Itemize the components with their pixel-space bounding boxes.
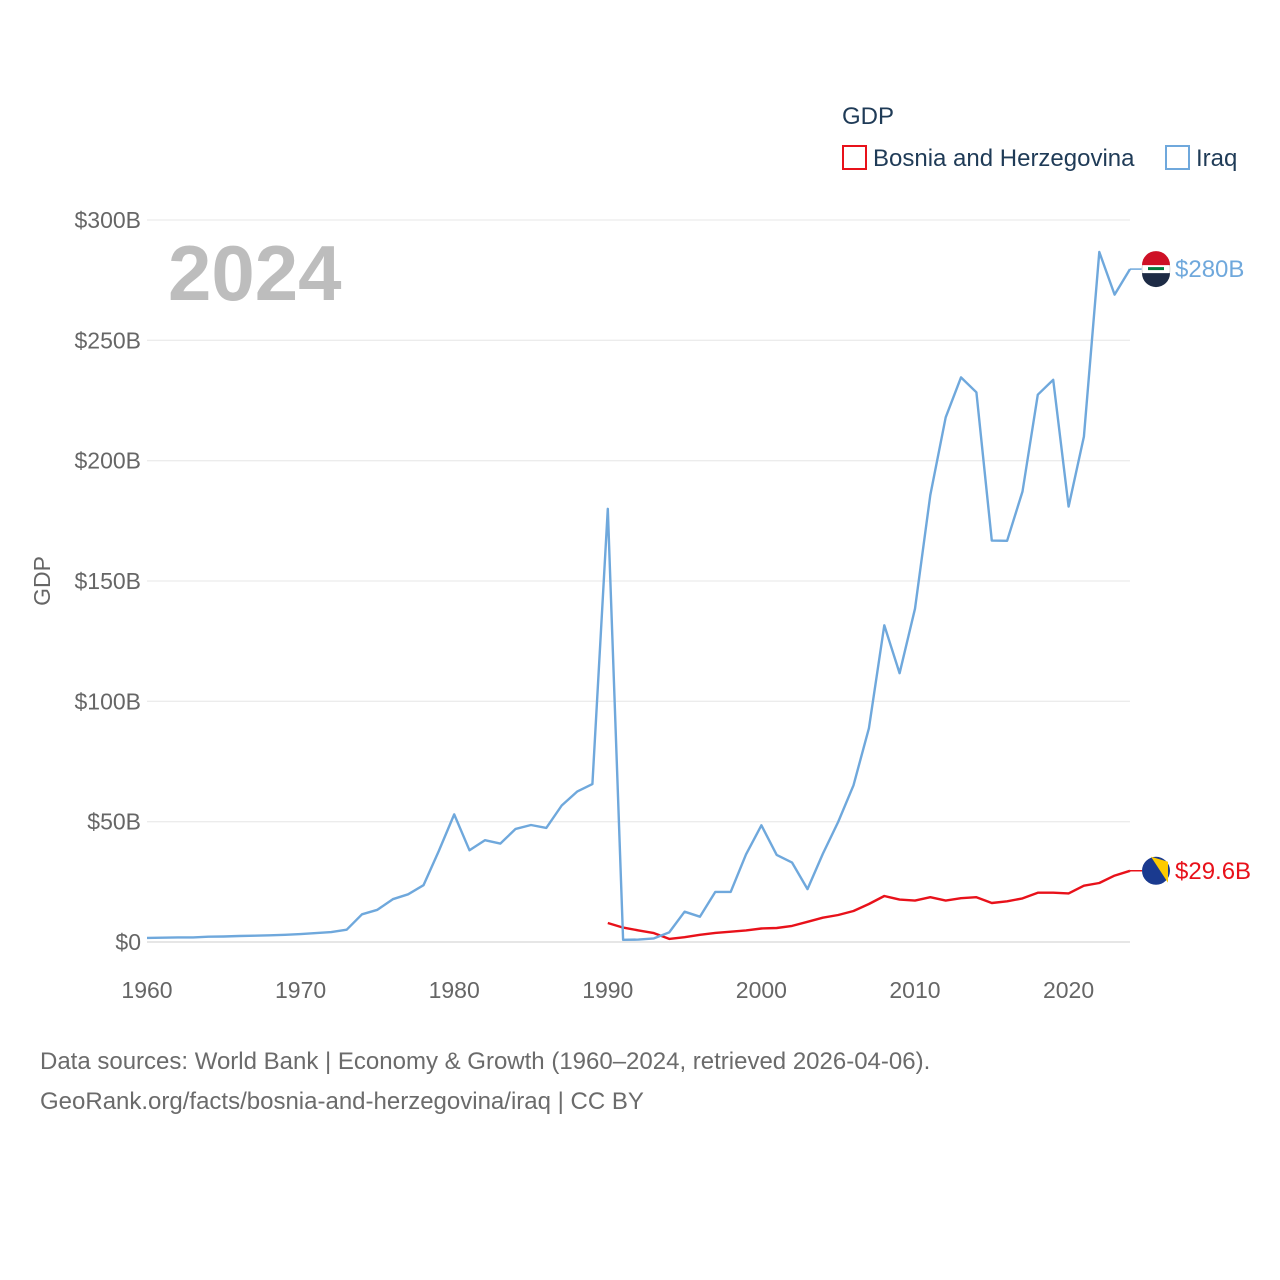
flag-script [1148, 267, 1164, 271]
data-source-note: Data sources: World Bank | Economy & Gro… [40, 1048, 931, 1075]
series-line-iraq [146, 250, 1132, 941]
y-tick-label: $300B [74, 207, 141, 233]
legend-swatch-iraq[interactable] [1165, 145, 1190, 170]
x-tick-label: 1970 [275, 977, 326, 1003]
y-tick-label: $200B [74, 448, 141, 474]
year-label: 2024 [168, 229, 342, 317]
footer: Data sources: World Bank | Economy & Gro… [40, 1042, 1240, 1122]
y-tick-label: $250B [74, 327, 141, 353]
end-labels: $29.6B $280B [1130, 251, 1251, 885]
y-tick-label: $150B [74, 568, 141, 594]
x-tick-label: 1960 [121, 977, 172, 1003]
x-tick-label: 2020 [1043, 977, 1094, 1003]
x-axis-tick-labels: 1960 1970 1980 1990 2000 2010 2020 [121, 977, 1094, 1003]
y-tick-label: $0 [115, 929, 141, 955]
series-lines [146, 250, 1132, 941]
grid-lines [147, 219, 1130, 943]
series-line-bosnia [607, 869, 1131, 941]
x-tick-label: 1990 [582, 977, 633, 1003]
legend-label-bosnia[interactable]: Bosnia and Herzegovina [873, 145, 1135, 172]
source-link[interactable]: GeoRank.org/facts/bosnia-and-herzegovina… [40, 1088, 644, 1115]
bosnia-flag-icon [1142, 856, 1170, 885]
end-value-label: $29.6B [1175, 858, 1251, 885]
x-tick-label: 1980 [429, 977, 480, 1003]
y-tick-label: $100B [74, 688, 141, 714]
x-tick-label: 2000 [736, 977, 787, 1003]
flag-dark-band [1142, 273, 1170, 288]
end-value-label: $280B [1175, 256, 1244, 283]
y-axis-tick-labels: $0 $50B $100B $150B $200B $250B $300B [74, 207, 141, 955]
y-axis-label: GDP [29, 556, 55, 606]
gdp-line-chart: $0 $50B $100B $150B $200B $250B $300B 1960 1970… [29, 103, 1251, 1003]
legend-title: GDP [842, 103, 894, 130]
legend: GDP Bosnia and Herzegovina Iraq [842, 103, 1237, 172]
legend-swatch-bosnia[interactable] [842, 145, 867, 170]
flag-triangle [1151, 856, 1168, 883]
x-tick-label: 2010 [889, 977, 940, 1003]
y-tick-label: $50B [87, 809, 141, 835]
iraq-flag-icon [1141, 251, 1171, 288]
legend-label-iraq[interactable]: Iraq [1196, 145, 1237, 172]
flag-red-band [1142, 251, 1170, 266]
